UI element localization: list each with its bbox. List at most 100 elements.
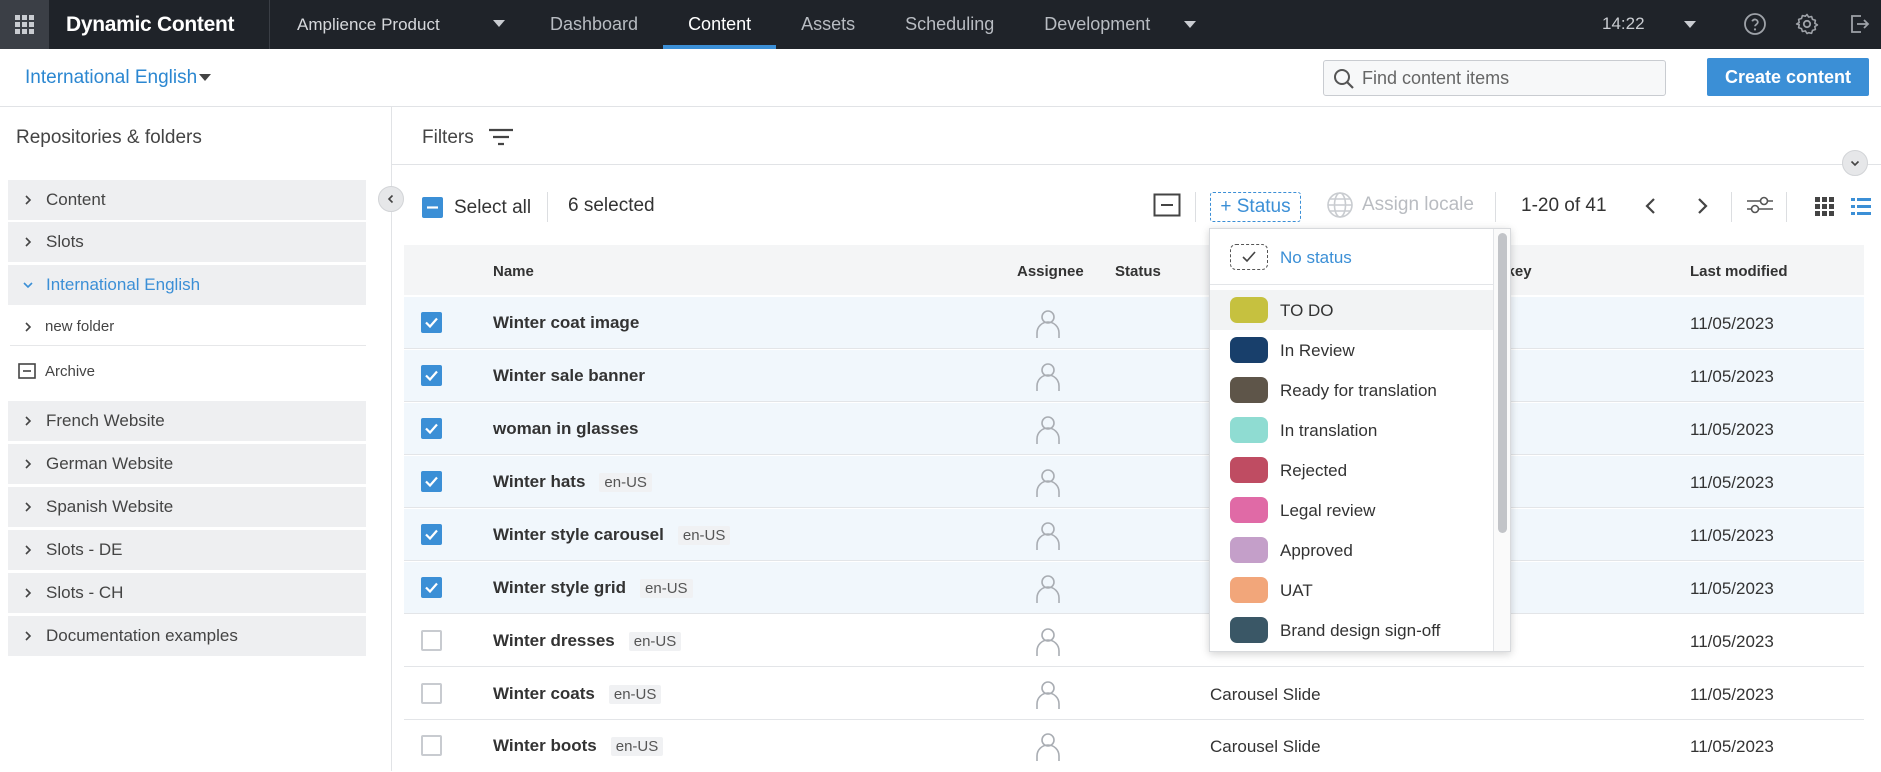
search-input[interactable]	[1362, 61, 1657, 95]
row-checkbox[interactable]	[421, 365, 442, 386]
status-option[interactable]: In Review	[1210, 330, 1493, 370]
row-checkbox[interactable]	[421, 630, 442, 651]
sidebar-item-french-website[interactable]: French Website	[8, 401, 366, 441]
tab-scheduling[interactable]: Scheduling	[905, 14, 995, 34]
hub-selector[interactable]: Amplience Product	[270, 0, 525, 49]
sidebar-item-german-website[interactable]: German Website	[8, 444, 366, 484]
help-icon[interactable]	[1743, 12, 1767, 36]
assignee-avatar-icon[interactable]	[1035, 309, 1061, 339]
scrollbar-thumb[interactable]	[1498, 233, 1507, 533]
status-option-label: In translation	[1280, 421, 1378, 440]
tab-assets[interactable]: Assets	[801, 14, 856, 34]
row-checkbox[interactable]	[421, 577, 442, 598]
table-row[interactable]: Winter sale banner 11/05/2023	[404, 350, 1864, 402]
table-row[interactable]: woman in glasses 11/05/2023	[404, 403, 1864, 455]
status-option[interactable]: Legal review	[1210, 490, 1493, 530]
sidebar-item-new-folder[interactable]: new folder	[10, 308, 366, 346]
list-view-icon[interactable]	[1851, 197, 1871, 217]
locale-selector[interactable]: International English	[25, 67, 198, 88]
status-option[interactable]: UAT	[1210, 570, 1493, 610]
column-header-last-modified[interactable]: Last modified	[1690, 263, 1788, 280]
status-option[interactable]: In translation	[1210, 410, 1493, 450]
filters-label[interactable]: Filters	[422, 127, 474, 148]
assignee-avatar-icon[interactable]	[1035, 521, 1061, 551]
chevron-down-icon[interactable]	[199, 74, 211, 81]
assignee-avatar-icon[interactable]	[1035, 415, 1061, 445]
sidebar-item-content[interactable]: Content	[8, 180, 366, 220]
row-checkbox[interactable]	[421, 524, 442, 545]
column-header-status[interactable]: Status	[1115, 263, 1161, 280]
row-checkbox[interactable]	[421, 312, 442, 333]
row-checkbox[interactable]	[421, 735, 442, 756]
select-all-label[interactable]: Select all	[454, 197, 532, 218]
status-dropdown: No status TO DO In Review Ready for tran…	[1209, 228, 1511, 652]
search-box[interactable]	[1323, 60, 1666, 96]
table-row[interactable]: Winter dresses en-US 11/05/2023	[404, 615, 1864, 667]
column-header-assignee[interactable]: Assignee	[1017, 263, 1084, 280]
sidebar-item-international-english[interactable]: International English	[8, 265, 366, 305]
content-type: Carousel Slide	[1210, 737, 1321, 756]
more-tabs-button[interactable]	[1175, 0, 1205, 49]
row-checkbox[interactable]	[421, 418, 442, 439]
table-row[interactable]: Winter hats en-US 11/05/2023	[404, 456, 1864, 508]
item-name[interactable]: Winter coat image	[493, 313, 640, 332]
assignee-avatar-icon[interactable]	[1035, 680, 1061, 710]
sidebar-item-label: Slots	[46, 232, 84, 251]
add-status-button[interactable]: + Status	[1210, 192, 1301, 222]
status-option[interactable]: Ready for translation	[1210, 370, 1493, 410]
chevron-right-icon	[25, 545, 32, 555]
item-name[interactable]: Winter coats	[493, 684, 595, 703]
sidebar-item-slots-de[interactable]: Slots - DE	[8, 530, 366, 570]
logout-icon[interactable]	[1847, 12, 1871, 36]
assignee-avatar-icon[interactable]	[1035, 732, 1061, 762]
select-all-checkbox[interactable]	[422, 197, 443, 218]
item-name[interactable]: Winter dresses	[493, 631, 615, 650]
sidebar-item-documentation-examples[interactable]: Documentation examples	[8, 616, 366, 656]
row-checkbox[interactable]	[421, 683, 442, 704]
status-option[interactable]: Brand design sign-off	[1210, 610, 1493, 650]
table-row[interactable]: Winter coat image 11/05/2023	[404, 297, 1864, 349]
collapse-sidebar-button[interactable]	[378, 186, 404, 212]
item-name[interactable]: Winter style carousel	[493, 525, 664, 544]
tab-development[interactable]: Development	[1044, 14, 1151, 34]
status-option-no-status[interactable]: No status	[1210, 229, 1493, 285]
archive-icon[interactable]	[1153, 193, 1181, 217]
status-option[interactable]: Rejected	[1210, 450, 1493, 490]
sidebar-item-slots-ch[interactable]: Slots - CH	[8, 573, 366, 613]
table-row[interactable]: Winter style grid en-US 11/05/2023	[404, 562, 1864, 614]
table-row[interactable]: Winter coats en-US Carousel Slide 11/05/2…	[404, 668, 1864, 720]
create-content-button[interactable]: Create content	[1707, 58, 1869, 96]
chevron-left-icon[interactable]	[1643, 197, 1659, 215]
item-name[interactable]: woman in glasses	[493, 419, 639, 438]
table-row[interactable]: Winter boots en-US Carousel Slide 11/05/2…	[404, 720, 1864, 772]
app-switcher-button[interactable]	[0, 0, 49, 49]
item-name[interactable]: Winter sale banner	[493, 366, 645, 385]
gear-icon[interactable]	[1795, 12, 1819, 36]
row-checkbox[interactable]	[421, 471, 442, 492]
status-option[interactable]: Approved	[1210, 530, 1493, 570]
sidebar-item-spanish-website[interactable]: Spanish Website	[8, 487, 366, 527]
column-header-name[interactable]: Name	[493, 263, 534, 280]
tab-content[interactable]: Content	[663, 0, 777, 49]
sliders-icon[interactable]	[1745, 194, 1775, 216]
tab-dashboard[interactable]: Dashboard	[550, 14, 639, 34]
hub-name: Amplience Product	[297, 14, 440, 34]
assignee-avatar-icon[interactable]	[1035, 362, 1061, 392]
item-name[interactable]: Winter hats	[493, 472, 586, 491]
status-option[interactable]: TO DO	[1210, 290, 1493, 330]
chevron-right-icon[interactable]	[1694, 197, 1710, 215]
chevron-down-icon	[493, 20, 505, 27]
assignee-avatar-icon[interactable]	[1035, 574, 1061, 604]
item-name[interactable]: Winter boots	[493, 736, 597, 755]
item-name[interactable]: Winter style grid	[493, 578, 627, 597]
assignee-avatar-icon[interactable]	[1035, 627, 1061, 657]
grid-view-icon[interactable]	[1815, 197, 1835, 217]
sidebar-item-archive[interactable]: Archive	[10, 352, 366, 390]
table-row[interactable]: Winter style carousel en-US 11/05/2023	[404, 509, 1864, 561]
assignee-avatar-icon[interactable]	[1035, 468, 1061, 498]
timezone-chevron-icon[interactable]	[1684, 21, 1696, 28]
assign-locale-button[interactable]: Assign locale	[1326, 191, 1474, 219]
expand-filters-button[interactable]	[1842, 150, 1868, 176]
filter-icon[interactable]	[488, 127, 514, 147]
sidebar-item-slots[interactable]: Slots	[8, 222, 366, 262]
